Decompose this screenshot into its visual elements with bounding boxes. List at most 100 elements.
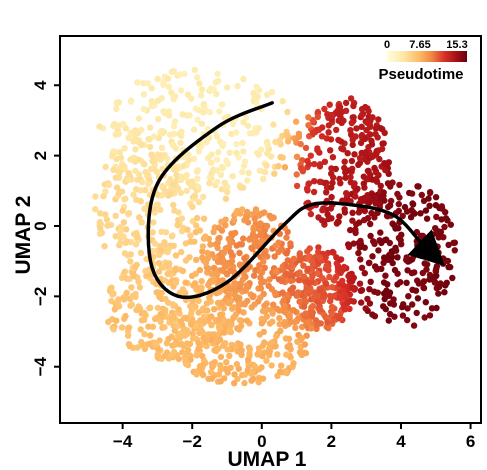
color-legend: 0 7.65 15.3 Pseudotime (378, 39, 467, 83)
cell-point (281, 320, 288, 328)
cell-point (260, 258, 267, 265)
cell-point (221, 262, 229, 269)
cell-point (284, 343, 291, 350)
cell-point (316, 254, 324, 261)
cell-point (194, 167, 201, 174)
cell-point (257, 274, 264, 281)
cell-point (162, 295, 169, 303)
cell-point (195, 297, 202, 305)
cell-point (342, 294, 350, 301)
cell-point (152, 341, 160, 348)
cell-point (284, 132, 291, 139)
cell-point (116, 149, 124, 156)
cell-point (200, 335, 207, 342)
cell-point (118, 274, 126, 281)
cell-point (97, 210, 104, 217)
cell-point (380, 192, 387, 200)
cell-point (214, 178, 221, 186)
cell-point (268, 362, 275, 369)
cell-point (426, 189, 434, 197)
cell-point (341, 206, 348, 213)
cell-point (118, 324, 126, 331)
cell-point (231, 371, 238, 378)
cell-point (292, 324, 299, 331)
cell-point (241, 255, 248, 262)
cell-point (286, 312, 293, 319)
cell-point (391, 313, 398, 320)
cell-point (198, 284, 205, 291)
cell-point (437, 256, 445, 263)
cell-point (150, 133, 158, 140)
cell-point (314, 108, 322, 116)
cell-point (206, 108, 213, 116)
cell-point (187, 232, 194, 239)
cell-point (188, 272, 196, 279)
cell-point (183, 187, 190, 195)
cell-point (378, 145, 386, 153)
cell-point (422, 207, 430, 214)
cell-point (170, 181, 177, 188)
cell-point (447, 221, 454, 228)
legend-tick-min: 0 (384, 39, 390, 51)
cell-point (293, 171, 300, 178)
cell-point (199, 248, 206, 255)
cell-point (125, 170, 132, 177)
cell-point (276, 314, 283, 322)
cell-point (339, 288, 347, 295)
plot-frame (59, 35, 482, 424)
cell-point (300, 262, 307, 269)
cell-point (213, 133, 221, 140)
cell-point (230, 216, 238, 224)
cell-point (358, 123, 365, 130)
cell-point (144, 80, 152, 87)
cell-point (306, 279, 313, 286)
cell-point (150, 206, 158, 213)
cell-point (134, 344, 141, 351)
cell-point (110, 290, 117, 297)
cell-point (342, 107, 350, 115)
cell-point (125, 210, 133, 217)
cell-point (414, 277, 421, 284)
cell-point (329, 174, 337, 181)
cell-point (177, 189, 185, 197)
cell-point (198, 120, 206, 128)
cell-point (265, 349, 273, 356)
cell-point (201, 318, 209, 325)
cell-point (441, 223, 448, 231)
cell-point (341, 158, 348, 165)
cell-point (218, 186, 226, 193)
cell-point (276, 321, 283, 328)
cell-point (218, 163, 226, 171)
cell-point (258, 230, 265, 238)
cell-point (385, 317, 392, 324)
cell-point (113, 184, 121, 191)
cell-point (366, 286, 373, 293)
cell-point (138, 141, 145, 149)
cell-points (92, 66, 458, 387)
cell-point (214, 258, 222, 265)
cell-point (121, 268, 129, 275)
cell-point (387, 300, 394, 307)
cell-point (360, 180, 367, 187)
cell-point (259, 307, 267, 315)
cell-point (434, 243, 441, 250)
legend-title: Pseudotime (378, 66, 463, 83)
cell-point (173, 171, 180, 179)
cell-point (161, 352, 168, 360)
cell-point (102, 163, 109, 171)
cell-point (349, 277, 356, 285)
cell-point (314, 146, 321, 154)
cell-point (316, 161, 324, 168)
cell-point (170, 201, 177, 209)
cell-point (333, 126, 340, 134)
cell-point (302, 310, 309, 317)
cell-point (233, 149, 240, 157)
cell-point (154, 201, 161, 208)
cell-point (366, 123, 374, 131)
cell-point (435, 228, 442, 235)
cell-point (202, 233, 209, 240)
cell-point (373, 178, 381, 185)
cell-point (277, 153, 284, 161)
cell-point (314, 298, 321, 305)
cell-point (268, 339, 276, 346)
